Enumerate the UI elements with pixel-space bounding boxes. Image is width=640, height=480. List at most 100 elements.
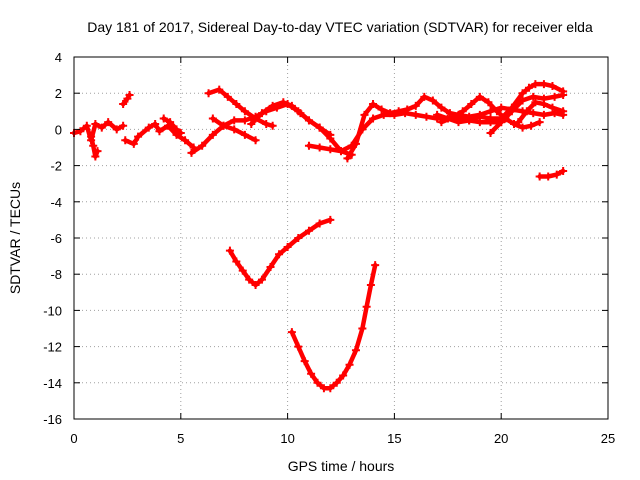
data-point xyxy=(300,357,309,366)
data-point xyxy=(304,141,313,150)
y-tick-label: -14 xyxy=(43,376,62,391)
data-point xyxy=(326,130,335,139)
data-point xyxy=(166,118,175,127)
data-point xyxy=(467,100,476,109)
data-point xyxy=(552,170,561,179)
data-point xyxy=(326,384,335,393)
x-tick-label: 0 xyxy=(70,431,77,446)
data-point xyxy=(386,109,395,118)
data-point xyxy=(129,139,138,148)
y-tick-label: -6 xyxy=(50,231,62,246)
data-point xyxy=(369,114,378,123)
data-point xyxy=(119,100,128,109)
data-point xyxy=(251,136,260,145)
data-point xyxy=(225,246,234,255)
data-point xyxy=(411,110,420,119)
data-point xyxy=(510,119,519,128)
x-tick-label: 15 xyxy=(387,431,401,446)
data-point xyxy=(524,83,533,92)
data-point xyxy=(155,127,164,136)
data-point xyxy=(304,226,313,235)
x-tick-label: 20 xyxy=(494,431,508,446)
data-point xyxy=(104,118,113,127)
data-point xyxy=(176,129,185,138)
series-cluster-early-b xyxy=(87,132,102,161)
x-axis-label: GPS time / hours xyxy=(288,458,395,474)
data-point xyxy=(486,129,495,138)
data-point xyxy=(539,80,548,89)
series-arc-c xyxy=(208,114,260,145)
y-tick-label: -4 xyxy=(50,195,62,210)
data-point xyxy=(369,100,378,109)
data-point xyxy=(548,81,557,90)
data-point xyxy=(223,92,232,101)
data-point xyxy=(343,154,352,163)
data-point xyxy=(76,127,85,136)
data-point xyxy=(240,116,249,125)
y-tick-label: -2 xyxy=(50,159,62,174)
data-point xyxy=(240,130,249,139)
series-layer xyxy=(70,80,568,393)
data-point xyxy=(486,114,495,123)
data-point xyxy=(497,103,506,112)
data-point xyxy=(230,116,239,125)
data-point xyxy=(208,130,217,139)
data-point xyxy=(247,119,256,128)
data-point xyxy=(358,324,367,333)
series-cluster-early-e xyxy=(159,114,185,138)
data-point xyxy=(518,89,527,98)
data-point xyxy=(371,261,380,270)
data-point xyxy=(121,136,130,145)
data-point xyxy=(351,139,360,148)
data-point xyxy=(240,107,249,116)
data-point xyxy=(433,110,442,119)
data-point xyxy=(238,266,247,275)
data-point xyxy=(125,91,134,100)
y-tick-label: -12 xyxy=(43,340,62,355)
x-tick-label: 10 xyxy=(280,431,294,446)
data-point xyxy=(529,92,538,101)
data-point xyxy=(307,369,316,378)
data-point xyxy=(548,103,557,112)
data-point xyxy=(266,262,275,271)
data-point xyxy=(522,107,531,116)
data-point xyxy=(428,96,437,105)
data-point xyxy=(411,101,420,110)
data-point xyxy=(539,110,548,119)
x-tick-label: 25 xyxy=(601,431,615,446)
data-point xyxy=(89,141,98,150)
data-point xyxy=(518,96,527,105)
data-point xyxy=(394,107,403,116)
data-point xyxy=(230,125,239,134)
data-point xyxy=(91,152,100,161)
data-point xyxy=(559,91,568,100)
axis-ticks: 0 5 10 15 20 25 -16 -14 -12 -10 -8 -6 -4 -2 0 2 4 xyxy=(43,50,615,446)
series-arc-h xyxy=(433,80,568,127)
data-point xyxy=(518,123,527,132)
data-point xyxy=(198,141,207,150)
data-point xyxy=(535,172,544,181)
data-point xyxy=(458,107,467,116)
data-point xyxy=(535,118,544,127)
data-point xyxy=(422,112,431,121)
data-point xyxy=(87,132,96,141)
data-point xyxy=(159,114,168,123)
data-point xyxy=(219,121,228,130)
data-point xyxy=(475,92,484,101)
data-point xyxy=(529,109,538,118)
data-point xyxy=(403,105,412,114)
data-point xyxy=(339,371,348,380)
data-point xyxy=(112,125,121,134)
data-point xyxy=(315,143,324,152)
data-point xyxy=(172,125,181,134)
data-point xyxy=(437,103,446,112)
data-point xyxy=(337,147,345,156)
data-point xyxy=(119,121,128,130)
series-arc-i xyxy=(486,91,568,138)
data-point xyxy=(544,172,553,181)
data-point xyxy=(287,101,296,110)
data-point xyxy=(313,378,322,387)
y-tick-label: -16 xyxy=(43,412,62,427)
data-point xyxy=(315,219,324,228)
y-tick-label: -8 xyxy=(50,267,62,282)
